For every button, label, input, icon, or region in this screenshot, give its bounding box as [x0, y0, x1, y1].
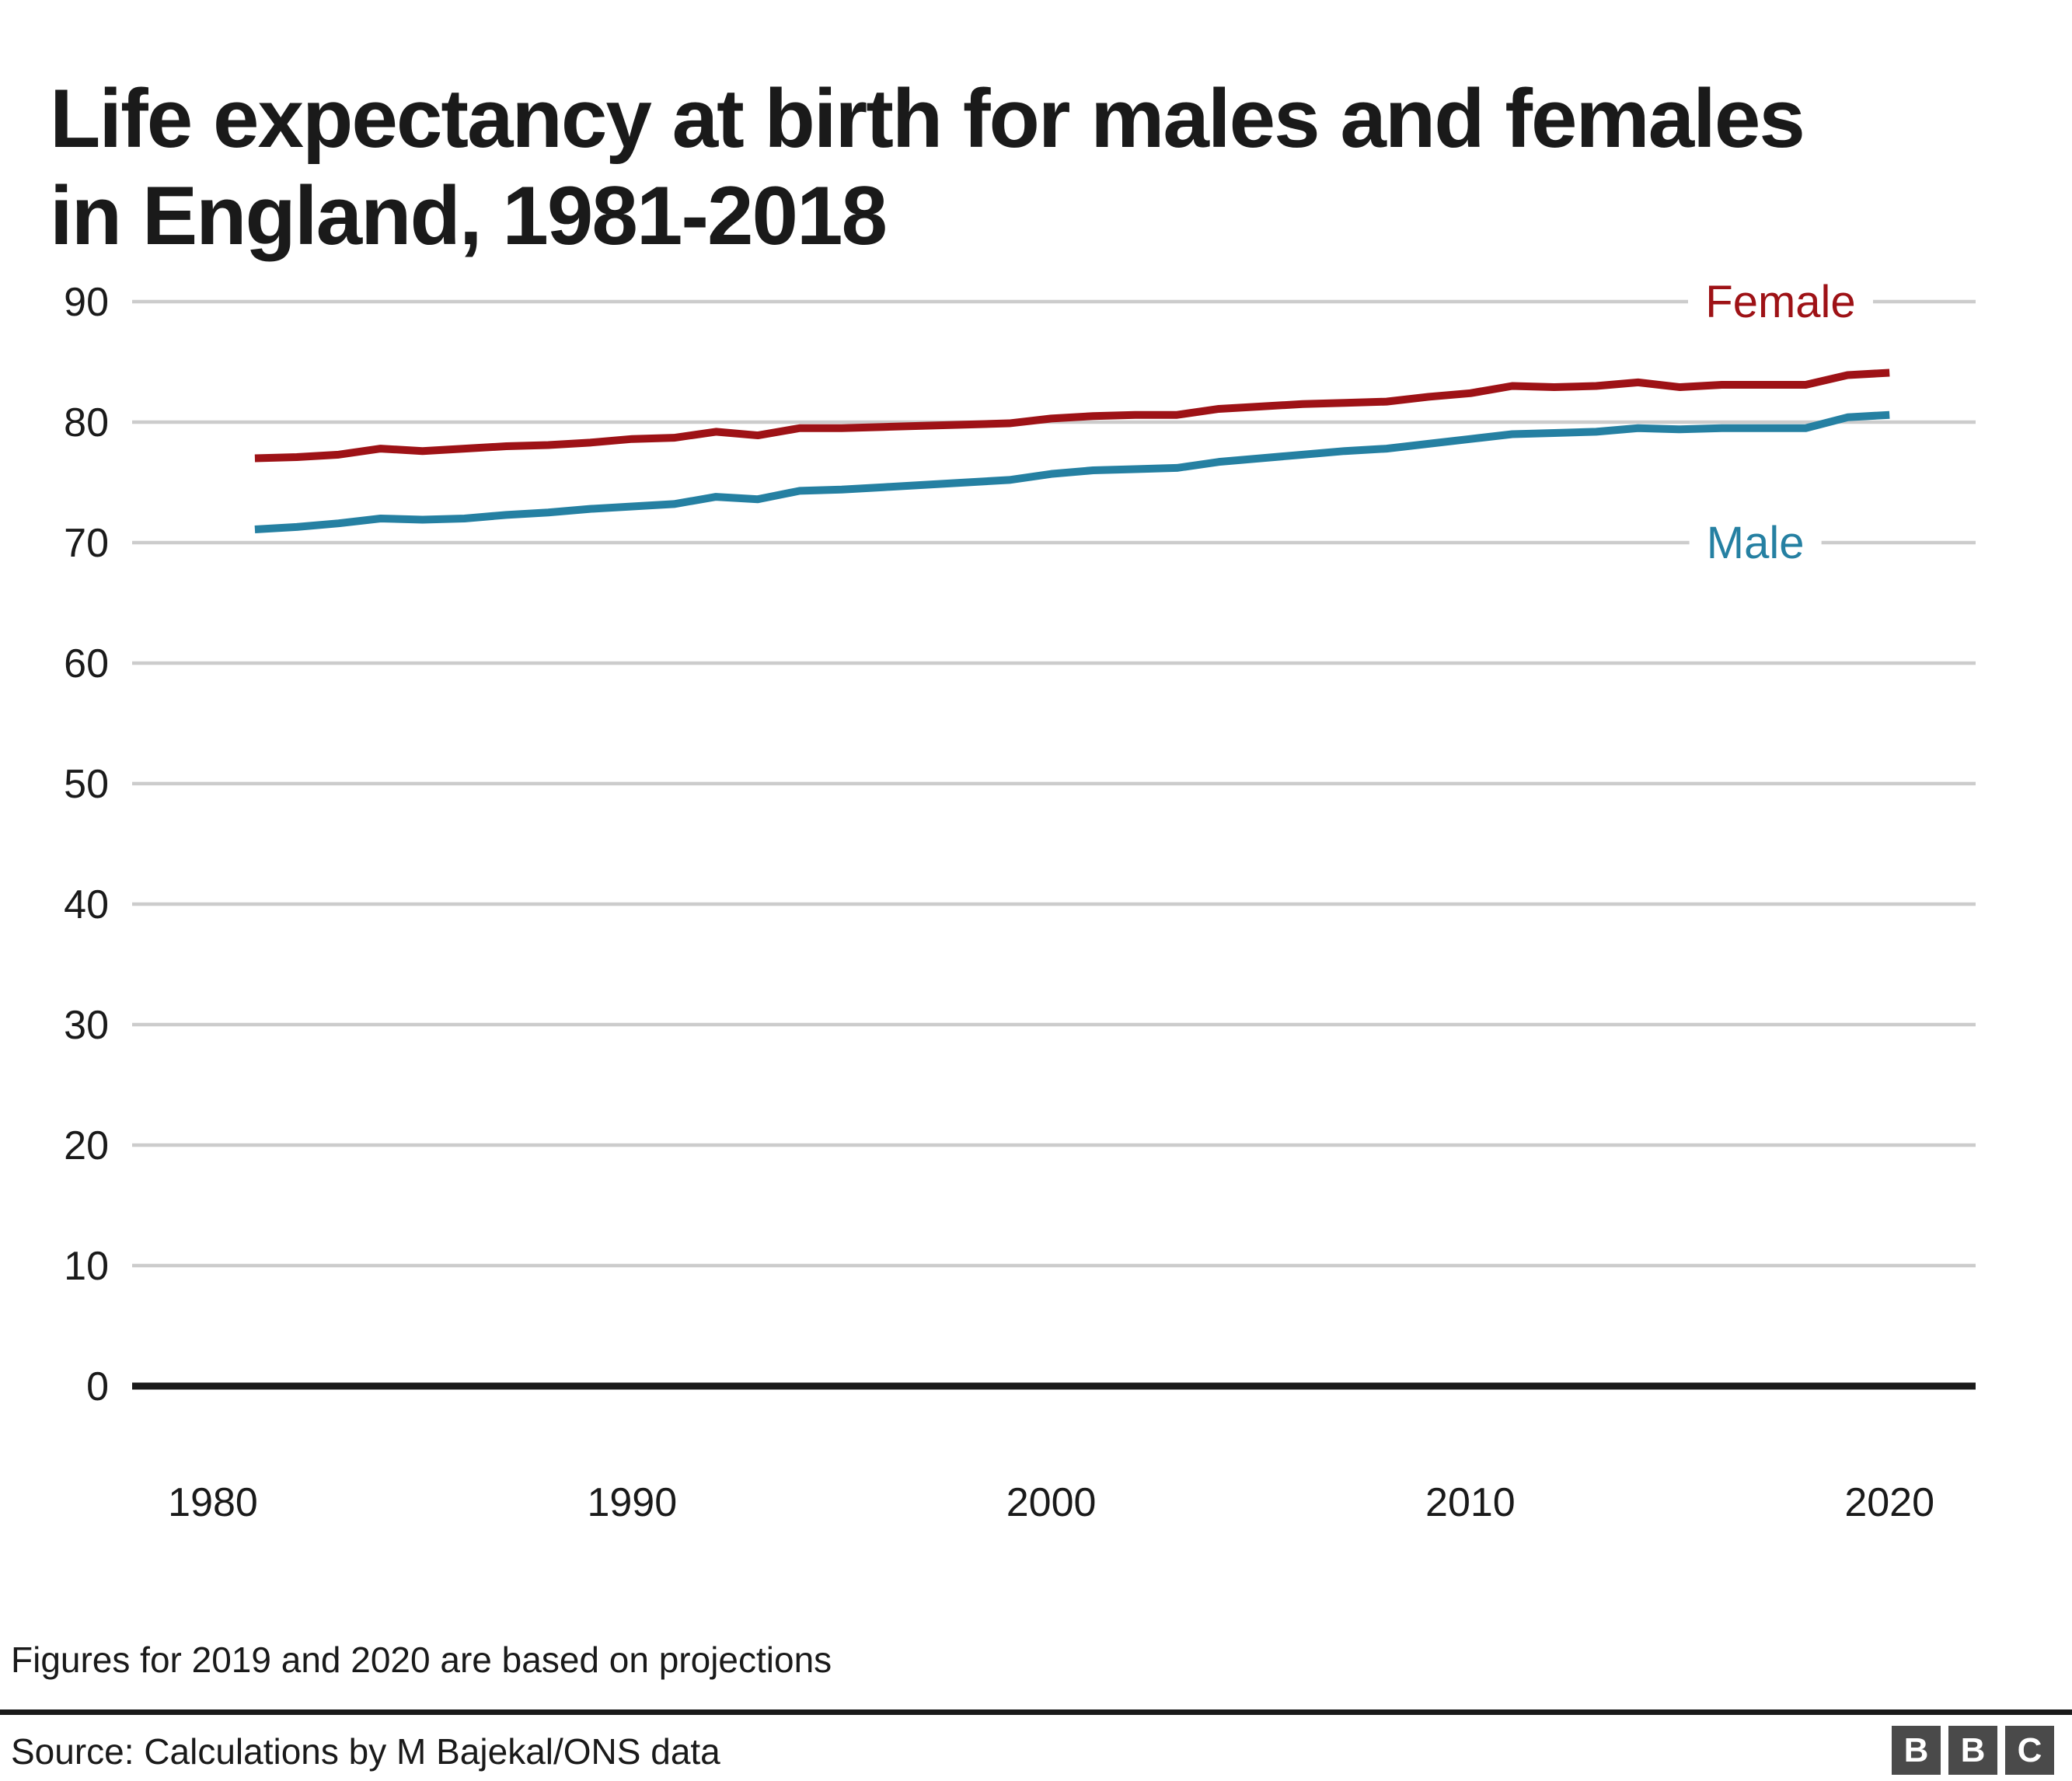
- source-text: Source: Calculations by M Bajekal/ONS da…: [11, 1731, 720, 1772]
- y-tick-label-0: 0: [86, 1364, 109, 1409]
- bbc-logo-letter-2: B: [1960, 1730, 1986, 1769]
- y-tick-label-80: 80: [64, 400, 109, 445]
- y-tick-label-50: 50: [64, 762, 109, 807]
- bbc-logo-letter-3: C: [2017, 1730, 2042, 1769]
- page-title-line2: in England, 1981-2018: [50, 168, 888, 262]
- series-label-backplate-male: [1689, 517, 1822, 568]
- series-label-backplate-female: [1687, 276, 1873, 327]
- series-label-female: Female: [1705, 277, 1855, 327]
- y-tick-label-60: 60: [64, 641, 109, 686]
- footer-divider: [0, 1709, 2072, 1715]
- bbc-logo-block-3: C: [2005, 1726, 2054, 1775]
- x-tick-label-2010: 2010: [1425, 1480, 1516, 1525]
- x-tick-label-2020: 2020: [1844, 1480, 1934, 1525]
- y-tick-label-10: 10: [64, 1244, 109, 1289]
- series-line-female: [254, 368, 1890, 463]
- y-tick-label-30: 30: [64, 1003, 109, 1048]
- y-tick-label-40: 40: [64, 882, 109, 927]
- page-title: Life expectancy at birth for males and f…: [50, 70, 2039, 264]
- footer-row: Source: Calculations by M Bajekal/ONS da…: [0, 1721, 2072, 1781]
- y-tick-label-70: 70: [64, 521, 109, 566]
- y-tick-label-90: 90: [64, 280, 109, 325]
- page-title-line1: Life expectancy at birth for males and f…: [50, 71, 1805, 165]
- series-label-male: Male: [1707, 518, 1805, 568]
- series-line-male: [254, 410, 1890, 533]
- bbc-logo-letter-1: B: [1903, 1730, 1929, 1769]
- bbc-logo-block-2: B: [1948, 1726, 1997, 1775]
- x-tick-label-1990: 1990: [587, 1480, 677, 1525]
- x-tick-label-2000: 2000: [1006, 1480, 1097, 1525]
- y-tick-label-20: 20: [64, 1123, 109, 1168]
- chart-footnote: Figures for 2019 and 2020 are based on p…: [11, 1640, 832, 1680]
- x-tick-label-1980: 1980: [168, 1480, 258, 1525]
- bbc-logo-block-1: B: [1892, 1726, 1941, 1775]
